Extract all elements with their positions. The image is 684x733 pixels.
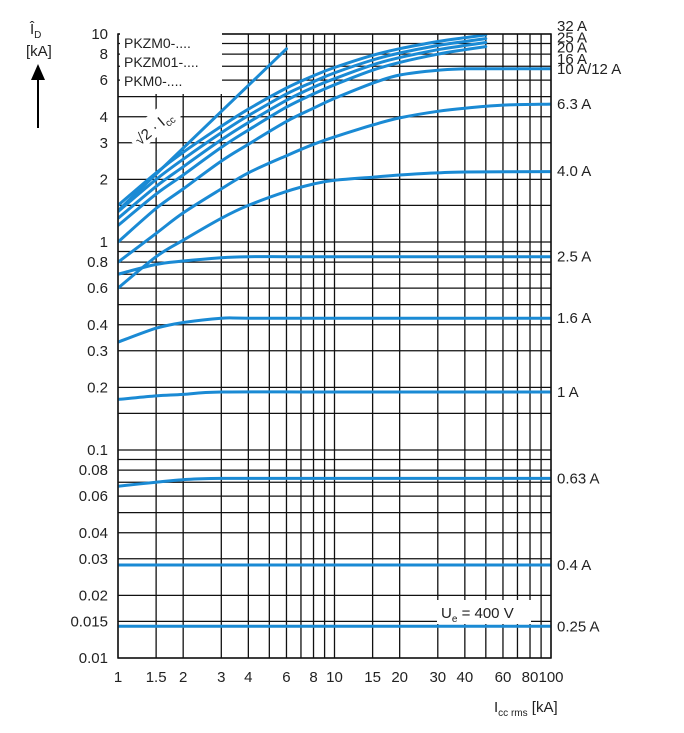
legend-entry: PKZM01-.... [124, 54, 199, 70]
y-tick-label: 0.04 [79, 525, 108, 542]
y-tick-labels: 10 8 6 4 3 2 1 0.8 0.6 0.4 0.3 0.2 0.1 0.08 0.06 0.04 0.… [70, 26, 108, 667]
x-tick-label: 30 [429, 669, 446, 686]
plot-frame [117, 33, 552, 659]
x-tick-label: 20 [391, 669, 408, 686]
series-line-10-A-12-A [118, 67, 551, 244]
legend-entry: PKZM0-.... [124, 35, 191, 51]
legend-box [120, 32, 222, 94]
annotation-rest: = 400 V [457, 605, 513, 622]
x-label-sub: cc rms [498, 708, 527, 719]
series-label: 4.0 A [557, 163, 591, 180]
peak-line-label: √2 · Icc [125, 100, 181, 152]
y-label-sub: D [34, 30, 41, 41]
y-tick-label: 0.8 [87, 254, 108, 271]
y-arrow-head [31, 64, 45, 80]
y-tick-label: 6 [100, 72, 108, 89]
series-label: 0.63 A [557, 470, 600, 487]
x-tick-label: 8 [309, 669, 317, 686]
y-tick-label: 1 [100, 234, 108, 251]
series-label: 2.5 A [557, 249, 591, 266]
y-tick-label: 8 [100, 46, 108, 63]
x-tick-label: 80 [522, 669, 539, 686]
legend-entry: PKM0-.... [124, 73, 182, 89]
legend: PKZM0-.... PKZM01-.... PKM0-.... [120, 32, 222, 94]
series-label: 10 A/12 A [557, 61, 621, 78]
y-tick-label: 2 [100, 171, 108, 188]
x-tick-label: 1 [114, 669, 122, 686]
y-label-main: Î [29, 21, 35, 38]
x-tick-label: 6 [282, 669, 290, 686]
series-line-32-A [118, 34, 488, 207]
y-tick-label: 0.01 [79, 650, 108, 667]
series-label: 32 A [557, 18, 587, 35]
y-tick-label: 0.4 [87, 317, 108, 334]
y-tick-label: 0.06 [79, 488, 108, 505]
x-axis-label: Icc rms [kA] [494, 699, 558, 719]
plot-border [117, 33, 552, 659]
y-tick-label: 0.015 [70, 613, 108, 630]
x-tick-label: 3 [217, 669, 225, 686]
x-tick-label: 100 [538, 669, 563, 686]
y-tick-label: 0.2 [87, 379, 108, 396]
curves [118, 34, 551, 628]
series-label: 6.3 A [557, 96, 591, 113]
y-tick-label: 0.08 [79, 462, 108, 479]
series-label: 0.4 A [557, 557, 591, 574]
x-label-main: I [494, 699, 498, 716]
series-line-20-A [118, 41, 488, 220]
svg-text:Icc rms [kA]: Icc rms [kA] [494, 699, 558, 719]
x-label-unit: [kA] [528, 699, 558, 716]
voltage-annotation: Ue = 400 V [437, 600, 531, 625]
series-line-4-0-A [118, 170, 551, 290]
x-tick-label: 2 [179, 669, 187, 686]
x-tick-label: 4 [244, 669, 252, 686]
series-label: 16 A [557, 51, 587, 68]
x-tick-label: 15 [364, 669, 381, 686]
y-axis-label: ÎD [kA] [26, 21, 52, 128]
x-tick-label: 60 [495, 669, 512, 686]
series-label: 0.25 A [557, 618, 600, 635]
annotation-sub: e [452, 614, 458, 625]
y-tick-label: 0.3 [87, 343, 108, 360]
x-tick-label: 10 [326, 669, 343, 686]
series-label: 1.6 A [557, 310, 591, 327]
x-tick-label: 1.5 [146, 669, 167, 686]
series-label: 20 A [557, 40, 587, 57]
y-label-unit: [kA] [26, 43, 52, 60]
series-label: 1 A [557, 384, 579, 401]
series-line-1-6-A [118, 316, 551, 344]
y-tick-label: 4 [100, 109, 108, 126]
series-line-25-A [118, 37, 488, 214]
svg-text:Ue = 400 V: Ue = 400 V [441, 605, 514, 625]
y-tick-label: 0.1 [87, 442, 108, 459]
y-tick-label: 10 [91, 26, 108, 43]
y-tick-label: 0.02 [79, 587, 108, 604]
series-line-2-5-A [118, 255, 551, 276]
series-line-16-A [118, 45, 488, 227]
series-line-6-3-A [118, 102, 551, 264]
peak-line [118, 47, 288, 213]
y-tick-label: 0.03 [79, 551, 108, 568]
series-label: 25 A [557, 30, 587, 47]
annotation-main: U [441, 605, 452, 622]
svg-text:ÎD: ÎD [29, 21, 41, 41]
y-tick-label: 0.6 [87, 280, 108, 297]
series-line-1-A [118, 390, 551, 401]
y-tick-label: 3 [100, 135, 108, 152]
series-line-0-63-A [118, 476, 551, 488]
x-tick-labels: 1 1.5 2 3 4 6 8 10 15 20 30 40 60 80 100 [114, 669, 564, 686]
series-labels: 32 A25 A20 A16 A10 A/12 A 6.3 A 4.0 A 2.5 A… [557, 18, 621, 635]
x-tick-label: 40 [457, 669, 474, 686]
